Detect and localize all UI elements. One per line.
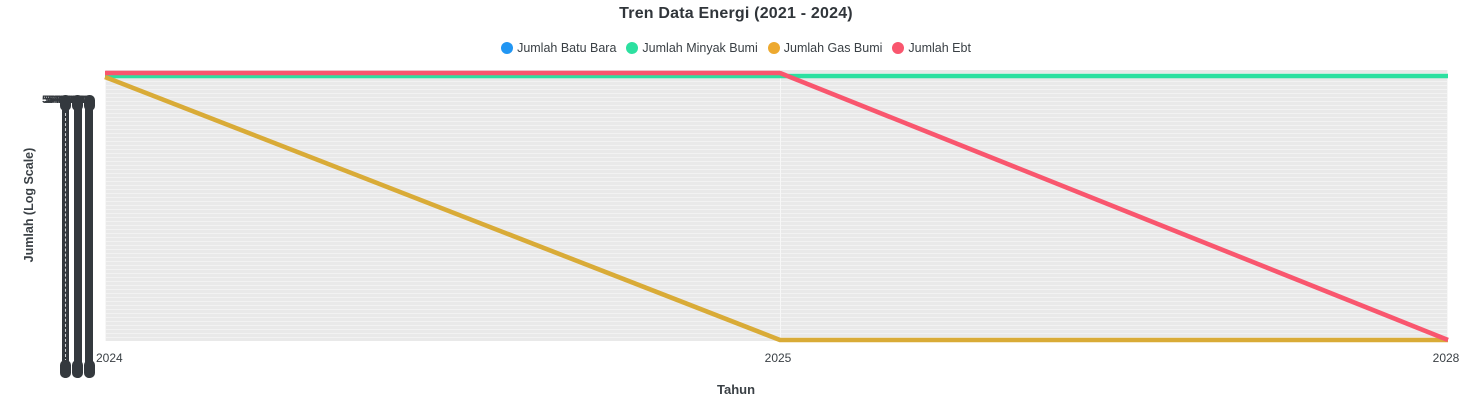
line-jumlah-gas-bumi [104, 74, 1448, 343]
vertical-gridline [779, 70, 781, 341]
vertical-gridline [1447, 70, 1448, 341]
x-tick-label: 2024 [96, 351, 123, 365]
legend-item[interactable]: Jumlah Minyak Bumi [626, 41, 758, 55]
y-axis-tick-smudge-cap [84, 95, 95, 111]
chart-legend: Jumlah Batu Bara Jumlah Minyak Bumi Juml… [0, 41, 1472, 55]
plot-area [104, 70, 1449, 343]
legend-item-label: Jumlah Batu Bara [517, 41, 617, 55]
x-tick-label: 2025 [764, 351, 792, 365]
legend-color-dot-icon [767, 42, 780, 54]
y-axis-tick-smudge-cap [72, 360, 83, 378]
y-axis-tick-smudge-bar [74, 97, 82, 378]
y-axis-title: Jumlah (Log Scale) [22, 147, 36, 263]
legend-item[interactable]: Jumlah Batu Bara [501, 41, 616, 55]
y-axis-tick-smudge-cap [72, 95, 83, 111]
y-axis-tick-smudge-cap [60, 360, 71, 378]
legend-color-dot-icon [626, 42, 639, 54]
line-jumlah-ebt [105, 70, 1449, 343]
vertical-gridline [105, 70, 106, 341]
y-axis-tick-smudge-cap [60, 95, 71, 111]
legend-color-dot-icon [501, 42, 514, 54]
chart-title: Tren Data Energi (2021 - 2024) [619, 5, 853, 22]
legend-item-label: Jumlah Ebt [908, 41, 971, 55]
y-axis-tick-smudge-bar [85, 97, 93, 378]
y-axis-tick-smudge-bar [62, 97, 69, 378]
x-axis-title: Tahun [716, 382, 756, 397]
legend-item[interactable]: Jumlah Ebt [892, 41, 971, 55]
legend-item[interactable]: Jumlah Gas Bumi [767, 41, 883, 55]
x-tick-label: 2028 [1432, 351, 1460, 365]
series-lines [104, 70, 1449, 343]
legend-item-label: Jumlah Gas Bumi [783, 41, 883, 55]
legend-color-dot-icon [892, 42, 905, 54]
y-axis-tick-smudge-cap [84, 360, 95, 378]
legend-item-label: Jumlah Minyak Bumi [642, 41, 758, 55]
